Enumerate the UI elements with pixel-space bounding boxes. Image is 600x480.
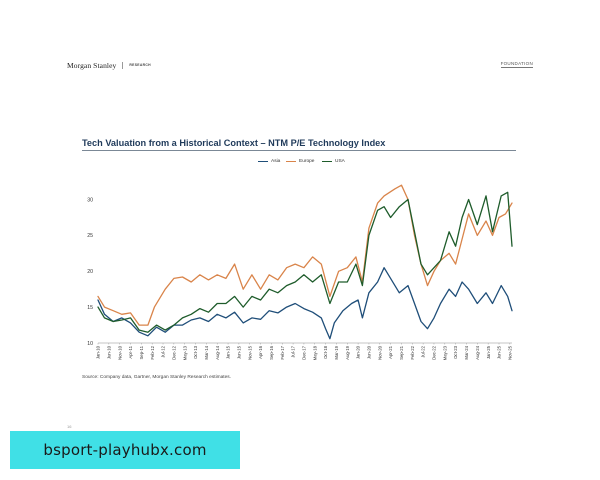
x-tick-label: Sep-21 <box>399 345 404 359</box>
series-line-usa <box>97 191 513 333</box>
series-line-europe <box>97 184 513 326</box>
legend-swatch-usa <box>322 160 332 163</box>
x-tick-label: Jul-12 <box>161 345 166 357</box>
legend-swatch-europe <box>286 160 296 163</box>
x-tick-label: Jul-17 <box>291 345 296 357</box>
x-tick-label: Nov-10 <box>117 345 122 359</box>
x-tick-label: Oct-23 <box>453 345 458 359</box>
x-tick-label: Mar-19 <box>334 345 339 359</box>
x-tick-label: Jan-10 <box>96 345 101 359</box>
x-tick-label: Jan-25 <box>486 345 491 359</box>
x-tick-label: May-18 <box>312 345 317 360</box>
url-banner-text[interactable]: bsport-playhubx.com <box>43 441 207 459</box>
x-tick-label: Feb-22 <box>410 345 415 359</box>
x-tick-label: Jul-22 <box>421 345 426 357</box>
section-tag: FOUNDATION <box>500 61 533 68</box>
x-tick-label: Mar-14 <box>204 345 209 359</box>
x-tick-label: Sep-16 <box>269 345 274 359</box>
x-tick-label: Feb-12 <box>150 345 155 359</box>
x-tick-label: Sep-11 <box>139 345 144 359</box>
x-tick-label: Oct-18 <box>323 345 328 359</box>
brand-sub-label: RESEARCH <box>129 63 151 67</box>
legend-item-europe: Europe <box>286 159 314 164</box>
url-banner[interactable]: bsport-playhubx.com <box>10 431 240 469</box>
legend-label-asia: Asia <box>271 159 281 164</box>
series-line-asia <box>97 267 513 340</box>
chart-title: Tech Valuation from a Historical Context… <box>82 138 386 148</box>
x-tick-label: Apr-21 <box>388 345 393 359</box>
x-tick-label: Jun-15 <box>236 345 241 359</box>
x-tick-label: Jun-10 <box>106 345 111 359</box>
y-tick-label: 20 <box>87 269 93 275</box>
legend-item-asia: Asia <box>258 159 280 164</box>
x-tick-label: Oct-13 <box>193 345 198 359</box>
y-tick-label: 10 <box>87 341 93 347</box>
legend-swatch-asia <box>258 160 268 163</box>
brand-divider <box>122 61 124 69</box>
brand-header: Morgan Stanley RESEARCH <box>67 60 151 70</box>
x-tick-label: May-13 <box>182 345 187 360</box>
x-tick-label: Aug-24 <box>475 345 480 359</box>
x-tick-label: Dec-12 <box>171 345 176 359</box>
x-tick-label: Dec-17 <box>302 345 307 359</box>
source-note: Source: Company data, Gartner, Morgan St… <box>82 375 232 380</box>
y-tick-label: 30 <box>87 197 93 203</box>
legend-item-usa: USA <box>322 159 345 164</box>
legend-label-europe: Europe <box>299 159 315 164</box>
title-rule <box>82 150 516 151</box>
x-tick-label: Nov-15 <box>247 345 252 359</box>
x-tick-label: Jan-20 <box>356 345 361 359</box>
page-number: 16 <box>67 424 72 429</box>
x-tick-label: Apr-16 <box>258 345 263 359</box>
y-tick-label: 15 <box>87 305 93 311</box>
x-tick-label: Mar-24 <box>464 345 469 359</box>
x-tick-label: Apr-11 <box>128 345 133 358</box>
x-tick-label: Jan-15 <box>226 345 231 359</box>
legend-label-usa: USA <box>335 159 345 164</box>
chart-legend: Asia Europe USA <box>0 159 600 169</box>
x-tick-label: Feb-17 <box>280 345 285 359</box>
x-tick-label: Jun-20 <box>367 345 372 359</box>
x-tick-label: Nov-25 <box>507 345 512 359</box>
morgan-stanley-logo: Morgan Stanley <box>67 60 117 70</box>
x-tick-label: Jun-25 <box>497 345 502 359</box>
y-tick-label: 25 <box>87 233 93 239</box>
x-tick-label: Aug-19 <box>345 345 350 359</box>
x-tick-label: Dec-22 <box>432 345 437 359</box>
x-tick-label: Aug-14 <box>215 345 220 359</box>
x-tick-label: May-23 <box>442 345 447 360</box>
x-tick-label: Nov-20 <box>377 345 382 359</box>
